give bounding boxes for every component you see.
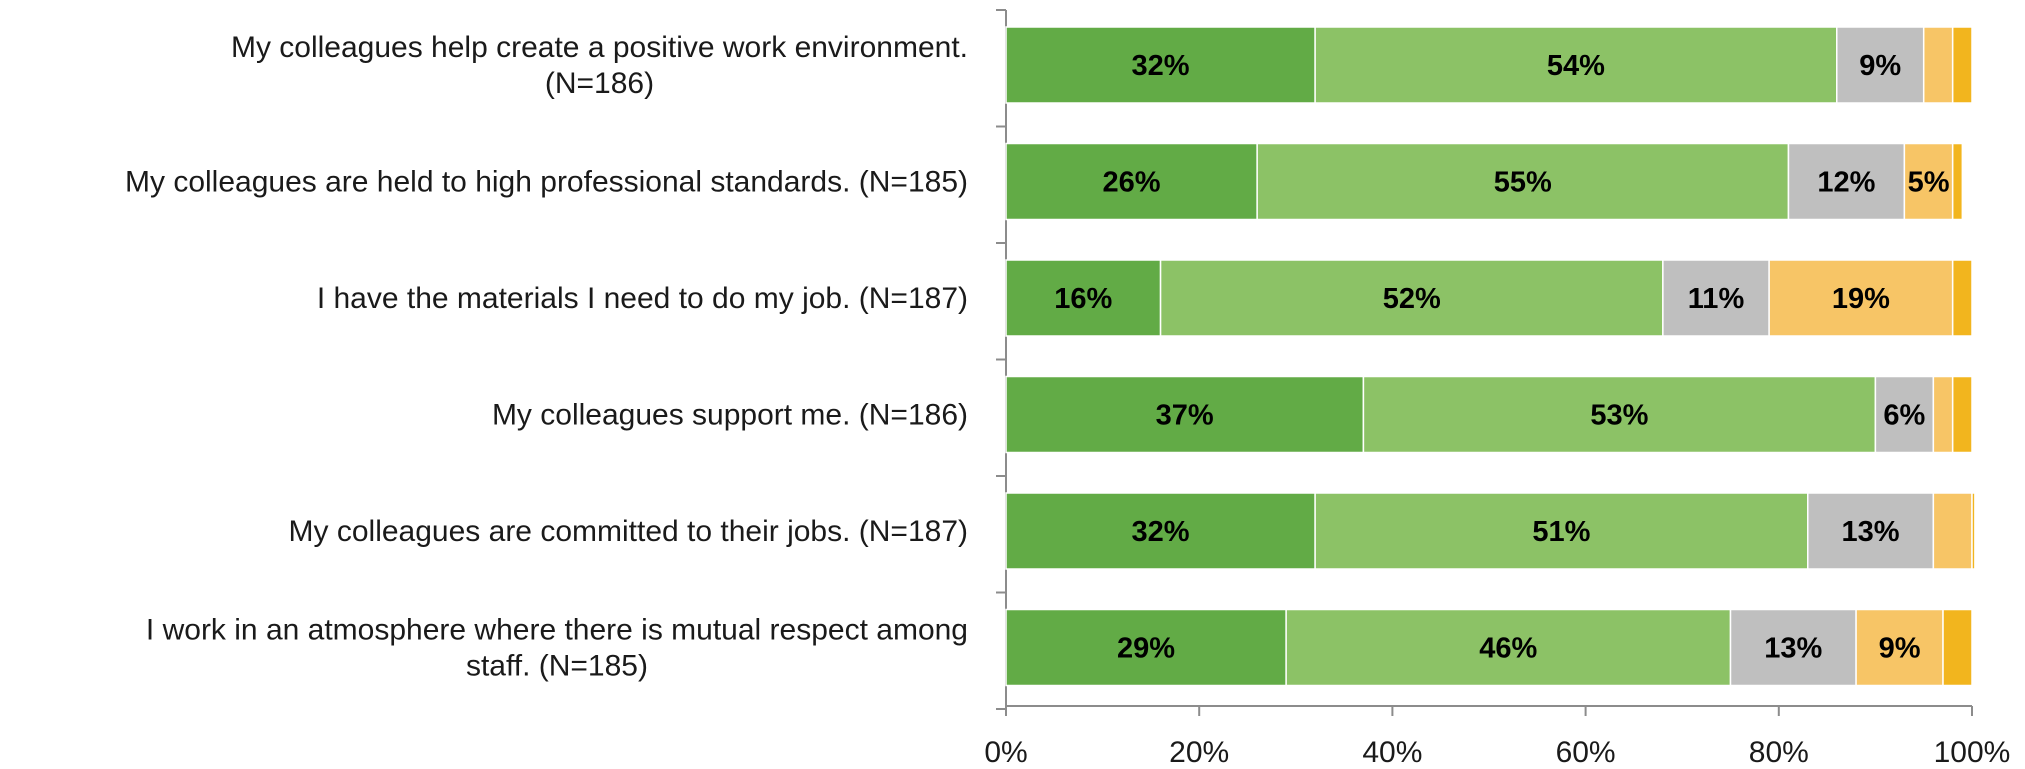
bar-segment: [1874, 375, 1935, 454]
bar-segment: [1951, 142, 1964, 221]
bar-segment: [1942, 608, 1973, 687]
data-label: 13%: [1764, 633, 1822, 665]
chart-axes: 0% 20% 40% 60% 80% 100%: [984, 9, 2011, 769]
data-label: 37%: [1156, 400, 1214, 432]
data-label: 32%: [1132, 50, 1190, 82]
bar-segment: [1662, 259, 1770, 337]
data-label: 26%: [1103, 167, 1161, 199]
data-label: 19%: [1832, 283, 1890, 315]
bar-segment: [1005, 608, 1287, 687]
data-label: 32%: [1132, 516, 1190, 548]
x-tick-label: 100%: [1934, 736, 2011, 769]
category-label: I have the materials I need to do my job…: [317, 282, 968, 315]
bar-segment: [1314, 26, 1838, 104]
bar-segment: [1951, 26, 1973, 104]
data-label: 53%: [1590, 400, 1648, 432]
bar-segment: [1951, 259, 1973, 337]
data-label: 52%: [1383, 283, 1441, 315]
category-label: My colleagues are committed to their job…: [289, 515, 968, 548]
bar-segment: [1285, 608, 1732, 687]
data-label: 54%: [1547, 50, 1605, 82]
bar-segment: [1932, 375, 1954, 454]
category-label: (N=186): [545, 67, 654, 100]
bar-segment: [1951, 375, 1973, 454]
bar-segment: [1836, 26, 1925, 104]
bar-segment: [1768, 259, 1954, 337]
bar-segment: [1729, 608, 1857, 687]
data-label: 55%: [1494, 167, 1552, 199]
data-label: 29%: [1117, 633, 1175, 665]
x-tick-label: 40%: [1362, 736, 1422, 769]
chart-labels: My colleagues help create a positive wor…: [125, 31, 1950, 683]
category-label: My colleagues help create a positive wor…: [231, 31, 968, 64]
category-label: My colleagues are held to high professio…: [125, 166, 968, 199]
data-label: 13%: [1842, 516, 1900, 548]
data-label: 16%: [1054, 283, 1112, 315]
bar-segment: [1932, 492, 1973, 570]
data-label: 9%: [1859, 50, 1901, 82]
data-label: 12%: [1817, 167, 1875, 199]
data-label: 9%: [1879, 633, 1921, 665]
bar-segment: [1314, 492, 1809, 570]
category-label: I work in an atmosphere where there is m…: [146, 614, 968, 647]
x-tick-label: 20%: [1169, 736, 1229, 769]
bar-segment: [1159, 259, 1664, 337]
bar-segment: [1903, 142, 1954, 221]
x-tick-label: 0%: [984, 736, 1027, 769]
data-label: 46%: [1479, 633, 1537, 665]
data-label: 6%: [1883, 400, 1925, 432]
bar-segment: [1256, 142, 1790, 221]
category-label: My colleagues support me. (N=186): [492, 399, 968, 432]
category-label: staff. (N=185): [466, 650, 648, 683]
bar-segment: [1005, 492, 1316, 570]
x-tick-label: 60%: [1556, 736, 1616, 769]
data-label: 51%: [1532, 516, 1590, 548]
x-tick-label: 80%: [1749, 736, 1809, 769]
chart-bars: [1005, 26, 1976, 687]
bar-segment: [1807, 492, 1935, 570]
bar-segment: [1005, 259, 1162, 337]
bar-segment: [1971, 492, 1976, 570]
data-label: 11%: [1688, 283, 1745, 315]
data-label: 5%: [1908, 167, 1950, 199]
bar-segment: [1005, 375, 1365, 454]
bar-segment: [1362, 375, 1877, 454]
bar-segment: [1787, 142, 1906, 221]
bar-segment: [1922, 26, 1954, 104]
